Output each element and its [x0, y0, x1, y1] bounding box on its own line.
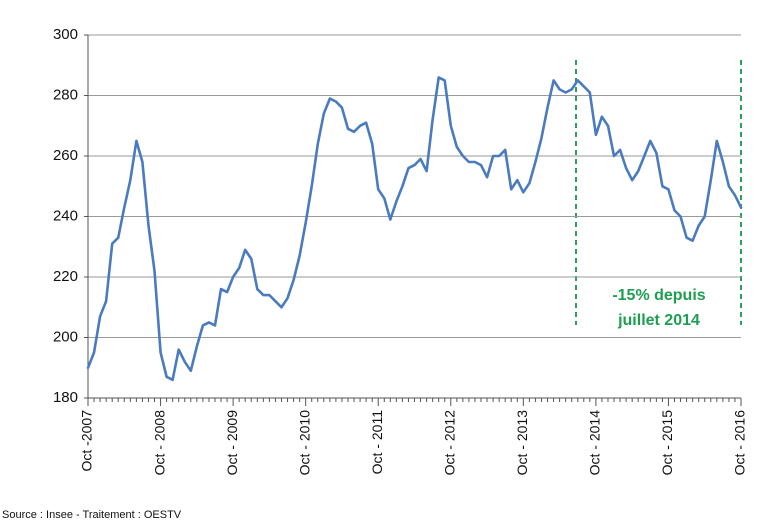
y-tick-label: 200 [53, 328, 78, 345]
annotation: juillet 2014 [617, 312, 700, 329]
x-tick-label: Oct - 2013 [514, 410, 530, 476]
y-tick-label: 260 [53, 147, 78, 164]
x-tick-label: Oct - 2009 [224, 410, 240, 476]
y-tick-label: 280 [53, 86, 78, 103]
x-tick-label: Oct -2007 [79, 410, 95, 472]
y-tick-label: 220 [53, 268, 78, 285]
y-tick-label: 240 [53, 207, 78, 224]
source: Source : Insee - Traitement : OESTV [2, 509, 182, 521]
data-line [86, 76, 743, 382]
x-tick-label: Oct - 2015 [659, 410, 675, 476]
y-tick-label: 300 [53, 26, 78, 43]
annotation: -15% depuis [612, 287, 705, 304]
x-tick-label: Oct - 2014 [587, 410, 603, 476]
x-tick-label: Oct - 2010 [296, 410, 312, 476]
x-tick-label: Oct - 2011 [369, 410, 385, 475]
y-tick-label: 180 [53, 389, 78, 406]
x-tick-label: Oct - 2012 [441, 410, 457, 476]
x-tick-label: Oct - 2008 [151, 410, 167, 476]
x-tick-label: Oct - 2016 [732, 410, 748, 476]
